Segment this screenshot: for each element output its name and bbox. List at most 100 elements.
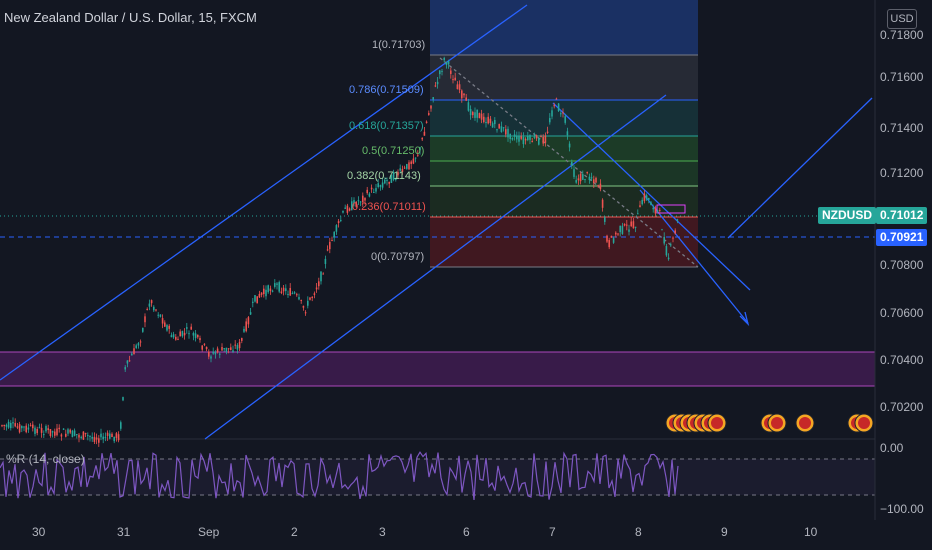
candle-body [359, 201, 362, 203]
candle-body [183, 332, 186, 336]
candle-body [186, 327, 188, 329]
economic-event-flags [665, 413, 874, 433]
candle-body [40, 427, 43, 433]
candle-body [245, 321, 247, 332]
candle-body [164, 322, 166, 327]
candle-body [234, 344, 236, 346]
candle-body [58, 427, 60, 430]
candle-body [175, 336, 177, 340]
candle-body [637, 213, 639, 215]
candle-body [324, 258, 327, 264]
fib-lines [430, 54, 698, 268]
candle-body [527, 136, 529, 141]
candle-body [300, 300, 302, 302]
candle-body [256, 296, 258, 304]
candle-body [210, 356, 212, 359]
time-label: 7 [549, 525, 556, 539]
candle-body [395, 178, 397, 181]
candle-body [344, 207, 346, 209]
candle-body [95, 437, 98, 440]
price-label: 0.71600 [880, 70, 924, 84]
time-label: 31 [117, 525, 131, 539]
candle-body [293, 292, 296, 294]
candle-body [203, 343, 206, 345]
fib-label-0: 0(0.70797) [371, 251, 425, 263]
candle-body [597, 185, 599, 187]
candle-body [45, 426, 47, 432]
candle-body [524, 139, 527, 141]
candle-body [375, 188, 377, 192]
price-label: 0.71800 [880, 28, 924, 42]
candle-body [71, 430, 74, 438]
candle-body [5, 424, 8, 427]
candle-body [139, 341, 142, 343]
candle-body [628, 229, 630, 232]
candle-body [100, 433, 102, 438]
candle-body [593, 179, 595, 184]
candle-body [489, 118, 492, 124]
candle-body [441, 70, 443, 72]
candle-body [639, 205, 641, 208]
candle-body [225, 347, 228, 352]
candle-body [188, 333, 190, 335]
candle-body [520, 136, 522, 139]
candle-body [29, 425, 32, 427]
candle-body [280, 291, 283, 294]
candle-body [113, 436, 115, 442]
candle-body [469, 109, 472, 116]
candle-body [650, 202, 652, 206]
candle-body [34, 427, 36, 434]
candle-body [478, 113, 481, 119]
candle-body [309, 297, 311, 300]
candles [1, 56, 679, 447]
price-label: 0.70600 [880, 306, 924, 320]
candle-body [483, 116, 485, 123]
indicator-label[interactable]: %R (14, close) [6, 452, 85, 466]
candle-body [452, 79, 454, 81]
candle-body [476, 109, 478, 118]
currency-badge[interactable]: USD [887, 9, 917, 29]
fib-zone-4 [430, 161, 698, 186]
candle-body [62, 428, 65, 430]
candle-body [626, 224, 628, 226]
candle-body [417, 154, 419, 156]
candle-body [16, 426, 19, 428]
candle-body [201, 345, 203, 350]
candle-body [84, 432, 87, 435]
candle-body [47, 428, 49, 431]
candle-body [615, 232, 617, 235]
candle-body [430, 105, 432, 109]
candle-body [599, 183, 602, 190]
candle-body [271, 290, 274, 292]
candle-body [265, 289, 267, 297]
fib-zone-6 [430, 217, 698, 267]
candle-body [157, 314, 159, 316]
candle-body [115, 433, 118, 438]
candle-body [21, 426, 23, 429]
candle-body [623, 224, 626, 226]
flag-inner-icon [799, 417, 811, 429]
candle-body [659, 209, 661, 211]
candle-body [126, 360, 129, 364]
candle-body [65, 433, 67, 437]
candle-body [120, 422, 122, 429]
price-label: 0.71200 [880, 166, 924, 180]
candle-body [27, 427, 30, 430]
flag-inner-icon [771, 417, 783, 429]
candle-body [192, 332, 195, 336]
candle-body [386, 179, 388, 181]
candle-body [98, 438, 100, 443]
candle-body [142, 327, 144, 332]
time-label: 10 [804, 525, 818, 539]
candle-body [392, 172, 395, 180]
candle-body [73, 430, 76, 436]
candle-body [252, 301, 254, 303]
time-label: 9 [721, 525, 728, 539]
candle-body [401, 168, 404, 172]
candle-body [353, 200, 355, 204]
symbol-title[interactable]: New Zealand Dollar / U.S. Dollar, 15, FX… [4, 10, 257, 25]
time-label: 6 [463, 525, 470, 539]
candle-body [348, 208, 351, 211]
